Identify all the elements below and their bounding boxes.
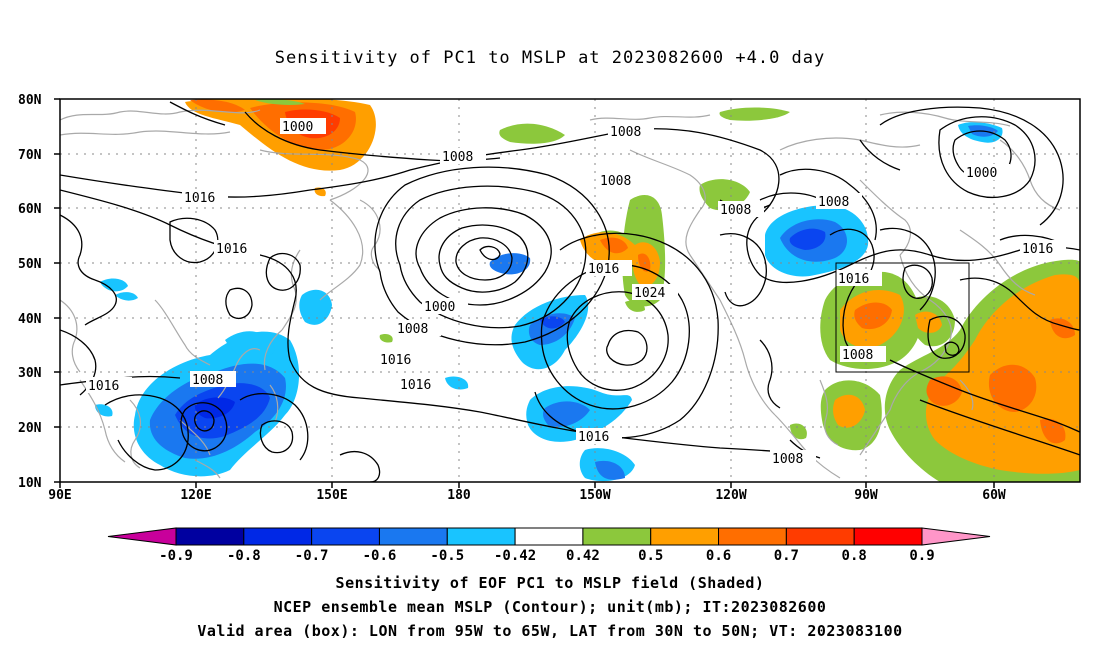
- colorbar-tick-label: 0.42: [566, 548, 600, 564]
- contour-label: 1000: [282, 120, 313, 135]
- contour-label: 1008: [192, 373, 223, 388]
- lon-label: 90W: [854, 488, 878, 503]
- lon-label: 120E: [180, 488, 211, 503]
- latitude-labels: 80N 70N 60N 50N 40N 30N 20N 10N: [18, 93, 42, 491]
- colorbar-tick-label: -0.5: [430, 548, 464, 564]
- colorbar-tick-label: -0.6: [363, 548, 397, 564]
- coastlines: [60, 109, 1061, 479]
- lat-label: 40N: [18, 312, 42, 327]
- colorbar-tick-label: -0.8: [227, 548, 261, 564]
- longitude-labels: 90E 120E 150E 180 150W 120W 90W 60W: [48, 488, 1006, 503]
- colorbar-segment: [785, 527, 855, 546]
- colorbar-segment: [311, 527, 380, 546]
- colorbar-segment: [514, 527, 584, 546]
- contour-label: 1008: [842, 348, 873, 363]
- lat-label: 60N: [18, 202, 42, 217]
- lon-label: 60W: [982, 488, 1006, 503]
- colorbar-tick-label: -0.42: [494, 548, 536, 564]
- contour-label: 1016: [88, 379, 119, 394]
- colorbar-tick-label: 0.5: [638, 548, 663, 564]
- colorbar-segment: [378, 527, 448, 546]
- contour-label: 1024: [634, 286, 665, 301]
- contour-label: 1008: [397, 322, 428, 337]
- lat-label: 20N: [18, 421, 42, 436]
- colorbar-segment: [718, 527, 787, 546]
- contour-label: 1016: [400, 378, 431, 393]
- colorbar-low-extension: [107, 527, 177, 546]
- contour-label: 1008: [720, 203, 751, 218]
- contour-label: 1016: [1022, 242, 1053, 257]
- colorbar-tick-label: 0.6: [706, 548, 731, 564]
- lat-label: 80N: [18, 93, 42, 108]
- map-frame: [59, 98, 1081, 483]
- lon-label: 120W: [715, 488, 746, 503]
- lat-label: 30N: [18, 366, 42, 381]
- valid-area-box: [835, 262, 970, 373]
- lon-label: 90E: [48, 488, 71, 503]
- contour-label: 1016: [578, 430, 609, 445]
- colorbar-tick-label: -0.7: [295, 548, 329, 564]
- colorbar-tick-label: 0.9: [909, 548, 934, 564]
- contour-label: 1008: [772, 452, 803, 467]
- colorbar-high-extension: [921, 527, 991, 546]
- colorbar: -0.9 -0.8 -0.7 -0.6 -0.5 -0.42 0.42 0.5 0.6 0.7 0.…: [107, 527, 991, 564]
- colorbar-tick-label: 0.8: [842, 548, 867, 564]
- contour-labels: 1000 1008 1016 1016 1016 1000 1008 1016 …: [86, 118, 1066, 467]
- lat-label: 10N: [18, 476, 42, 491]
- plot-title: Sensitivity of PC1 to MSLP at 2023082600…: [274, 48, 826, 68]
- lat-label: 70N: [18, 148, 42, 163]
- contour-label: 1016: [838, 272, 869, 287]
- contour-label: 1016: [216, 242, 247, 257]
- contour-label: 1008: [600, 174, 631, 189]
- footer-line-2: NCEP ensemble mean MSLP (Contour); unit(…: [273, 598, 827, 616]
- lat-label: 50N: [18, 257, 42, 272]
- contour-label: 1008: [818, 195, 849, 210]
- colorbar-segment: [446, 527, 516, 546]
- colorbar-segment: [853, 527, 923, 546]
- lon-label: 150E: [316, 488, 347, 503]
- lon-label: 150W: [579, 488, 610, 503]
- colorbar-segment: [243, 527, 313, 546]
- contour-label: 1016: [380, 353, 411, 368]
- footer-line-1: Sensitivity of EOF PC1 to MSLP field (Sh…: [335, 574, 765, 592]
- colorbar-tick-label: 0.7: [774, 548, 799, 564]
- colorbar-segment: [582, 527, 652, 546]
- contour-label: 1000: [966, 166, 997, 181]
- colorbar-segment: [175, 527, 245, 546]
- contour-label: 1016: [588, 262, 619, 277]
- lon-label: 180: [447, 488, 471, 503]
- colorbar-segment: [650, 527, 720, 546]
- contour-label: 1016: [184, 191, 215, 206]
- contour-label: 1008: [442, 150, 473, 165]
- colorbar-tick-label: -0.9: [159, 548, 193, 564]
- contour-label: 1008: [610, 125, 641, 140]
- sensitivity-shading: [95, 99, 1080, 482]
- contour-label: 1000: [424, 300, 455, 315]
- footer-line-3: Valid area (box): LON from 95W to 65W, L…: [197, 622, 903, 640]
- axis-ticks: [54, 98, 995, 488]
